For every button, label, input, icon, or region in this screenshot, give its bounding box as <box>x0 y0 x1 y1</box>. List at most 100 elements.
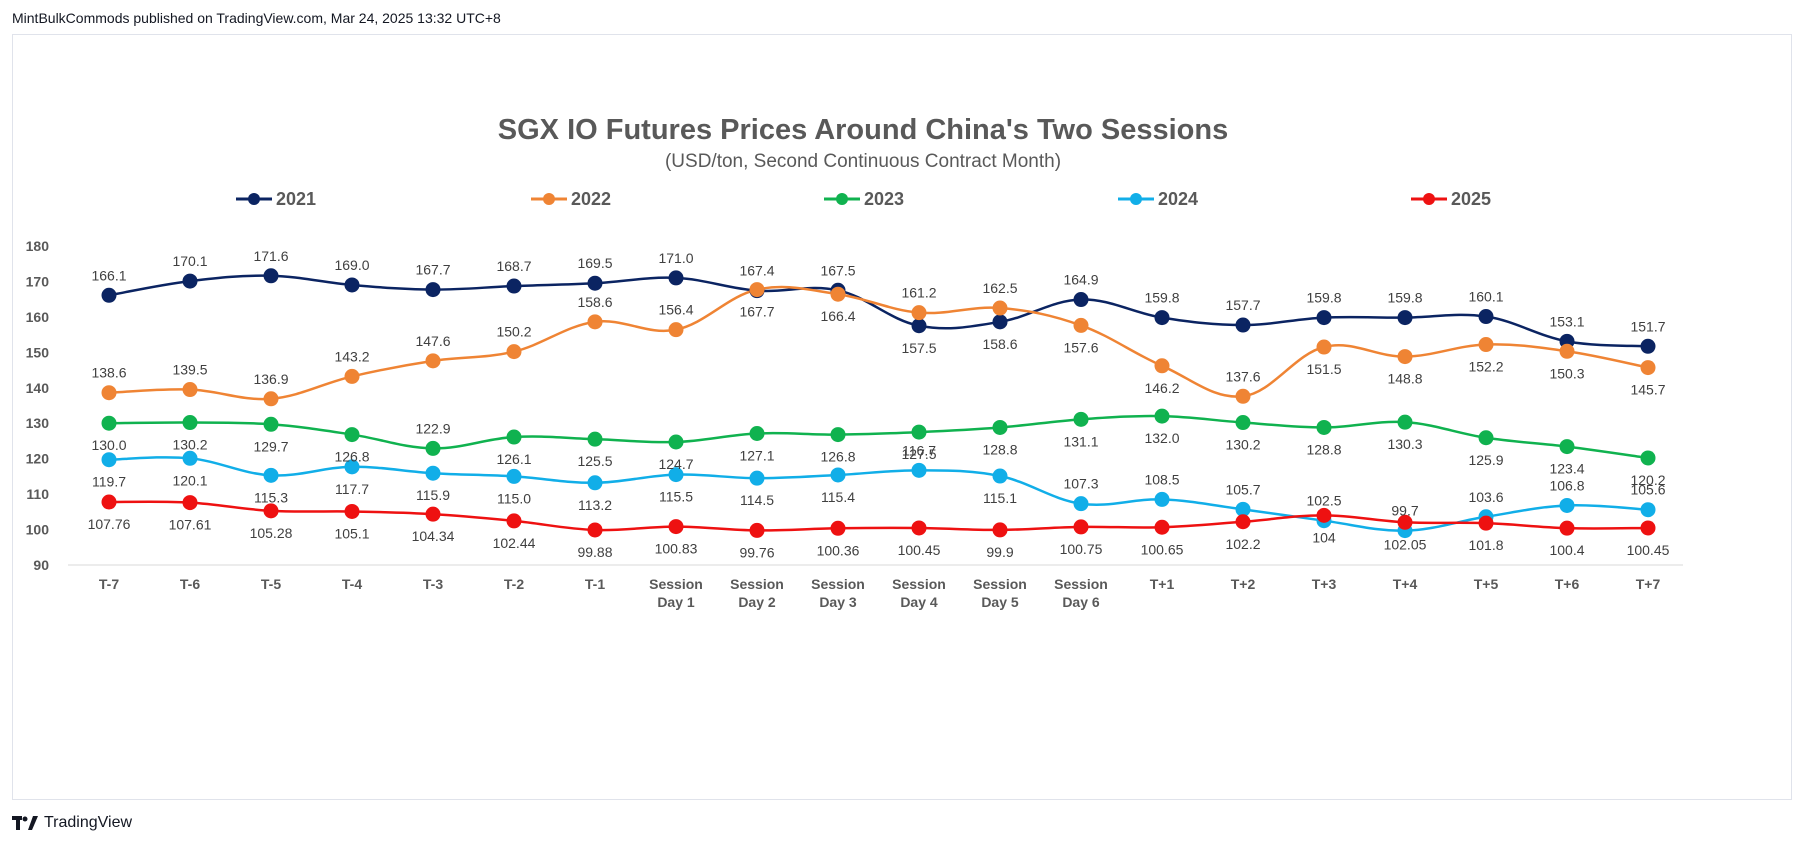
data-label-2025: 102.05 <box>1384 536 1427 552</box>
data-label-2025: 102.44 <box>493 535 536 551</box>
data-label-2024: 108.5 <box>1144 471 1179 487</box>
data-point-2024 <box>506 468 522 484</box>
data-point-2022 <box>506 344 522 360</box>
data-label-2023: 127.5 <box>901 446 936 462</box>
x-tick-label: T-5 <box>261 576 281 592</box>
data-point-2022 <box>101 385 117 401</box>
data-label-2025: 99.9 <box>986 544 1013 560</box>
x-tick-label: Session Day 3 <box>811 576 865 610</box>
data-point-2023 <box>830 427 846 443</box>
x-tick-label-line: Session <box>649 576 703 592</box>
x-tick-label-line: Session <box>973 576 1027 592</box>
x-tick-label: Session Day 6 <box>1054 576 1108 610</box>
data-point-2025 <box>1316 507 1332 523</box>
x-tick-label: Session Day 4 <box>892 576 946 610</box>
y-tick-label: 110 <box>26 486 49 502</box>
data-label-2021: 167.4 <box>739 263 774 279</box>
series-markers <box>101 268 1656 539</box>
x-tick-label-line: T+2 <box>1231 576 1256 592</box>
data-point-2023 <box>1073 411 1089 427</box>
data-label-2023: 123.4 <box>1549 461 1584 477</box>
data-point-2023 <box>1316 419 1332 435</box>
legend-label: 2025 <box>1451 189 1491 209</box>
data-point-2023 <box>506 429 522 445</box>
data-label-2025: 99.88 <box>577 544 612 560</box>
data-label-2022: 137.6 <box>1225 368 1260 384</box>
data-label-2024: 115.9 <box>416 487 450 503</box>
data-label-2023: 124.7 <box>658 456 693 472</box>
x-tick-label: T-3 <box>423 576 443 592</box>
data-label-2022: 167.7 <box>739 304 774 320</box>
data-point-2021 <box>1154 310 1170 326</box>
data-label-2021: 151.7 <box>1630 318 1665 334</box>
data-label-2025: 104 <box>1312 529 1336 545</box>
data-label-2022: 150.2 <box>496 324 531 340</box>
data-point-2022 <box>344 368 360 384</box>
x-tick-label-line: T+4 <box>1393 576 1418 592</box>
data-point-2023 <box>101 415 117 431</box>
x-tick-label-line: T-3 <box>423 576 443 592</box>
x-tick-label-line: T+5 <box>1474 576 1499 592</box>
data-label-2023: 131.1 <box>1063 433 1098 449</box>
data-label-2024: 105.7 <box>1225 481 1260 497</box>
data-point-2022 <box>1154 358 1170 374</box>
tradingview-logo-icon[interactable] <box>12 816 38 830</box>
data-label-2025: 100.45 <box>898 542 941 558</box>
data-point-2024 <box>668 467 684 483</box>
data-label-2023: 132.0 <box>1144 430 1179 446</box>
data-label-2023: 126.8 <box>334 449 369 465</box>
data-label-2023: 130.2 <box>1225 437 1260 453</box>
x-tick-label-line: Session <box>1054 576 1108 592</box>
x-tick-label-line: Session <box>730 576 784 592</box>
y-tick-label: 90 <box>33 557 49 573</box>
data-label-2022: 136.9 <box>253 371 288 387</box>
data-point-2025 <box>1073 519 1089 535</box>
x-tick-label-line: T+7 <box>1636 576 1661 592</box>
data-point-2022 <box>587 314 603 330</box>
data-label-2023: 125.5 <box>577 453 612 469</box>
x-tick-label-line: T-2 <box>504 576 524 592</box>
data-point-2024 <box>830 467 846 483</box>
x-tick-label-line: Session <box>892 576 946 592</box>
data-label-2024: 114.5 <box>740 492 774 508</box>
data-point-2025 <box>425 506 441 522</box>
data-label-2023: 128.8 <box>1306 441 1341 457</box>
data-point-2025 <box>830 520 846 536</box>
data-point-2023 <box>1559 439 1575 455</box>
data-point-2021 <box>263 268 279 284</box>
data-label-2025: 107.76 <box>88 516 131 532</box>
data-label-2022: 158.6 <box>577 294 612 310</box>
data-label-2024: 116.7 <box>902 442 936 458</box>
data-label-2025: 100.4 <box>1549 542 1584 558</box>
data-label-2023: 126.1 <box>496 451 531 467</box>
data-label-2022: 156.4 <box>658 302 693 318</box>
data-point-2024 <box>1640 502 1656 518</box>
data-point-2025 <box>344 503 360 519</box>
data-label-2021: 171.0 <box>658 250 693 266</box>
x-tick-label: T-2 <box>504 576 524 592</box>
chart-subtitle: (USD/ton, Second Continuous Contract Mon… <box>665 151 1061 172</box>
series-line-2022 <box>108 285 1649 401</box>
x-tick-label: Session Day 5 <box>973 576 1027 610</box>
data-point-2025 <box>1640 520 1656 536</box>
data-label-2021: 171.6 <box>253 248 288 264</box>
x-tick-label-line: T+6 <box>1555 576 1580 592</box>
data-label-2023: 130.2 <box>172 437 207 453</box>
data-point-2022 <box>1559 343 1575 359</box>
data-point-2022 <box>830 286 846 302</box>
data-label-2022: 138.6 <box>91 365 126 381</box>
data-label-2023: 129.7 <box>253 438 288 454</box>
data-point-2024 <box>911 462 927 478</box>
data-label-2022: 148.8 <box>1387 371 1422 387</box>
data-label-2024: 102.5 <box>1306 493 1341 509</box>
legend-marker <box>1130 193 1142 205</box>
x-tick-label-line: Session <box>811 576 865 592</box>
data-point-2024 <box>263 467 279 483</box>
data-point-2024 <box>101 452 117 468</box>
data-label-2021: 169.5 <box>577 255 612 271</box>
data-point-2024 <box>182 450 198 466</box>
footer-brand[interactable]: TradingView <box>44 814 133 831</box>
data-label-2022: 161.2 <box>901 285 936 301</box>
data-point-2024 <box>1154 491 1170 507</box>
data-point-2023 <box>749 426 765 442</box>
